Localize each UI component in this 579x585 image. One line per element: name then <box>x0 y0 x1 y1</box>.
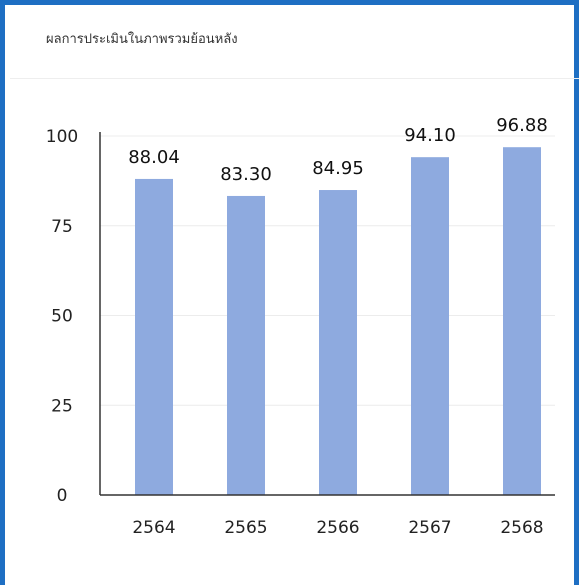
y-tick-label: 0 <box>57 486 68 506</box>
bar-2566[interactable] <box>319 190 357 495</box>
x-tick-label: 2566 <box>316 518 359 538</box>
bar-value-label: 96.88 <box>496 115 548 136</box>
chart-title: ผลการประเมินในภาพรวมย้อนหลัง <box>46 32 238 47</box>
bar-2565[interactable] <box>227 195 265 495</box>
bar-value-label: 83.30 <box>220 164 272 185</box>
x-tick-label: 2564 <box>132 518 175 538</box>
bar-2568[interactable] <box>503 147 541 495</box>
bar-value-label: 84.95 <box>312 158 364 179</box>
x-tick-label: 2567 <box>408 518 451 538</box>
bar-chart: 0 25 50 75 100 88.04 2564 83.30 2565 84.95 2566 94.… <box>46 115 555 538</box>
x-tick-label: 2565 <box>224 518 267 538</box>
bar-value-label: 88.04 <box>128 147 180 168</box>
y-tick-label: 100 <box>46 127 78 147</box>
bar-2564[interactable] <box>135 178 173 495</box>
y-tick-label: 25 <box>51 396 73 416</box>
bar-value-label: 94.10 <box>404 125 456 146</box>
x-tick-label: 2568 <box>500 518 543 538</box>
bar-2567[interactable] <box>411 157 449 495</box>
card-header: ผลการประเมินในภาพรวมย้อนหลัง <box>10 10 579 79</box>
y-tick-label: 50 <box>51 307 73 327</box>
y-tick-label: 75 <box>51 217 73 237</box>
